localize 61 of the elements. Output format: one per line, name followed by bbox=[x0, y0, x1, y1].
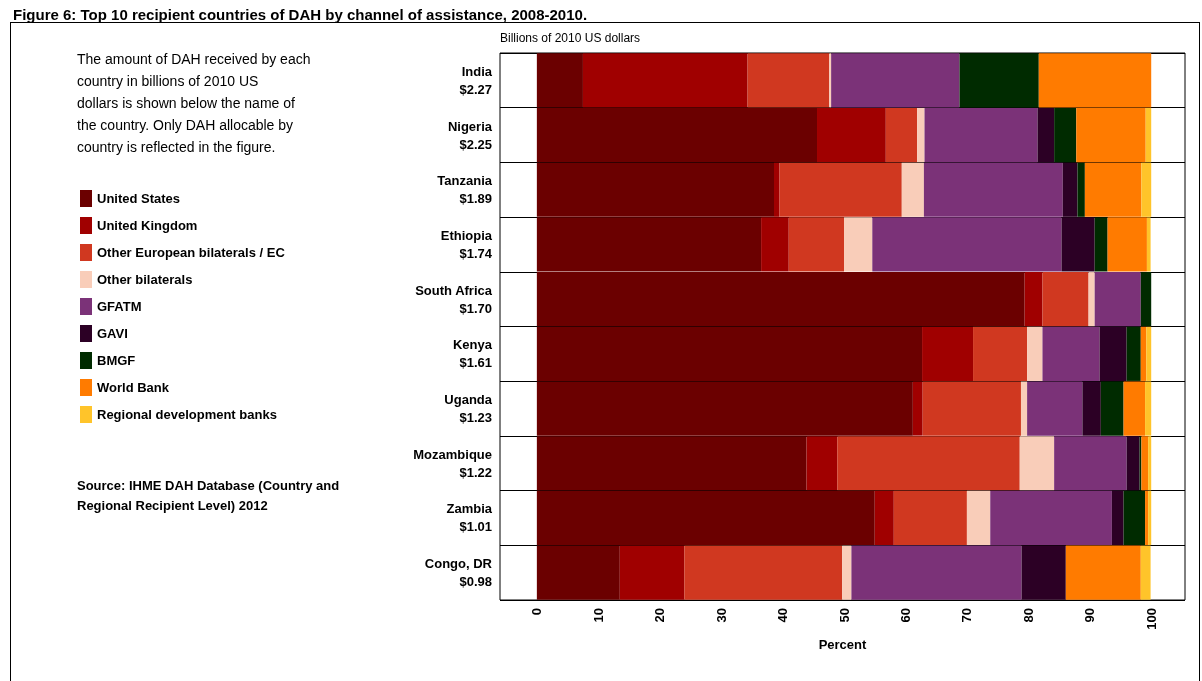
x-tick-label: 80 bbox=[1020, 608, 1036, 623]
bar bbox=[1054, 107, 1077, 163]
text: The amount of DAH received by each country in billions of 2010 US dollars is shown below the name of the country. Only DAH allocable by country is reflected in the figure. bbox=[77, 51, 315, 155]
bar bbox=[966, 490, 991, 546]
x-tick-label: 100 bbox=[1143, 608, 1159, 630]
bar bbox=[1140, 272, 1152, 327]
x-tick-label: 50 bbox=[836, 608, 852, 623]
y-tick-label: Ethiopia $1.74 bbox=[440, 227, 493, 261]
bar bbox=[1042, 272, 1089, 327]
y-tick-label: Zambia $1.01 bbox=[446, 501, 493, 535]
bar bbox=[1027, 326, 1043, 381]
x-tick-label: 40 bbox=[775, 608, 791, 623]
bar bbox=[844, 217, 873, 272]
legend-label: United Kingdom bbox=[97, 218, 198, 233]
legend-label: Other European bilaterals / EC bbox=[97, 245, 286, 260]
x-tick-label: 30 bbox=[713, 608, 729, 623]
bar bbox=[806, 436, 838, 491]
bar bbox=[1126, 326, 1141, 381]
x-axis-title: Percent bbox=[818, 636, 868, 652]
bar bbox=[1077, 162, 1085, 217]
bar bbox=[959, 53, 1039, 108]
y-tick-label: Tanzania $1.89 bbox=[437, 173, 493, 207]
bar bbox=[619, 545, 685, 600]
bar bbox=[1088, 272, 1095, 327]
x-tick-label: 10 bbox=[590, 608, 606, 623]
bar bbox=[1111, 490, 1124, 546]
x-tick-label: 20 bbox=[652, 608, 668, 623]
x-tick-label: 60 bbox=[897, 608, 913, 623]
bar bbox=[747, 53, 830, 108]
x-tick-label: 90 bbox=[1082, 608, 1098, 623]
legend-label: GAVI bbox=[97, 326, 128, 341]
legend-label: BMGF bbox=[97, 353, 136, 368]
y-tick-label: Mozambique $1.22 bbox=[413, 446, 492, 480]
bar bbox=[1024, 272, 1043, 327]
bar bbox=[1021, 545, 1066, 600]
bar bbox=[582, 53, 748, 108]
legend-label: United States bbox=[97, 191, 181, 206]
y-tick-label: India $2.27 bbox=[459, 63, 493, 97]
text: Billions of 2010 US dollars bbox=[500, 31, 641, 45]
bar bbox=[1037, 107, 1055, 163]
legend-label: Regional development banks bbox=[97, 407, 277, 422]
bar bbox=[842, 545, 852, 600]
legend-label: World Bank bbox=[97, 380, 170, 395]
y-tick-label: South Africa $1.70 bbox=[415, 282, 493, 316]
bar bbox=[1065, 545, 1141, 600]
bar bbox=[1094, 217, 1108, 272]
legend-label: GFATM bbox=[97, 299, 142, 314]
y-tick-label: Nigeria $2.25 bbox=[447, 118, 493, 152]
bar bbox=[817, 107, 886, 163]
bar bbox=[874, 490, 894, 546]
legend-label: Other bilaterals bbox=[97, 272, 193, 287]
source-note: Source: IHME DAH Database (Country and Regional Recipient Level) 2012 bbox=[77, 477, 343, 513]
y-tick-label: Uganda $1.23 bbox=[444, 392, 493, 426]
x-tick-label: 0 bbox=[529, 608, 545, 616]
bar bbox=[684, 545, 843, 600]
bar bbox=[1126, 436, 1140, 491]
bar bbox=[1100, 381, 1124, 436]
x-tick-label: 70 bbox=[959, 608, 975, 623]
text: Figure 6: Top 10 recipient countries of DAH by channel of assistance, 2008-2010. bbox=[13, 6, 588, 23]
y-tick-label: Kenya $1.61 bbox=[452, 337, 493, 371]
y-tick-label: Congo, DR $0.98 bbox=[424, 556, 493, 590]
